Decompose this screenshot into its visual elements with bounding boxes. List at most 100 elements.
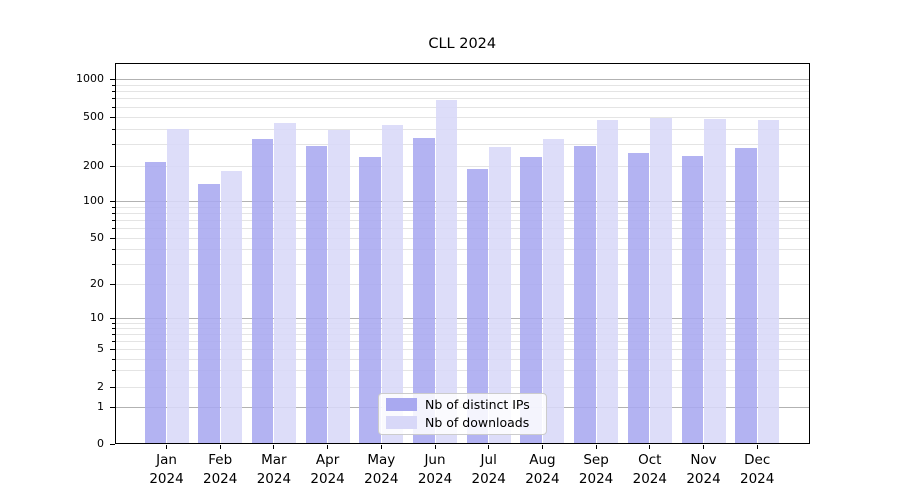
- y-minor-tick-80: [112, 212, 115, 214]
- y-minor-tick-9: [112, 323, 115, 324]
- y-tick-1: [110, 406, 115, 408]
- x-tick-label-sep: Sep 2024: [564, 451, 628, 489]
- x-tick-may: [380, 444, 382, 449]
- bar-sep-2024-nb-of-downloads: [596, 119, 619, 444]
- y-tick-5: [110, 349, 115, 351]
- y-tick-500: [110, 116, 115, 118]
- bar-aug-2024-nb-of-distinct-ips: [520, 156, 542, 444]
- x-tick-jul: [488, 444, 490, 449]
- x-tick-oct: [649, 444, 651, 449]
- legend-item-distinct-ips: Nb of distinct IPs: [386, 397, 538, 412]
- y-tick-label-100: 100: [83, 194, 104, 207]
- y-minor-tick-70: [112, 219, 115, 221]
- bar-mar-2024-nb-of-distinct-ips: [251, 139, 274, 444]
- y-minor-tick-6: [112, 341, 115, 343]
- legend-item-downloads: Nb of downloads: [386, 415, 538, 430]
- y-minor-tick-30: [112, 263, 115, 265]
- x-tick-label-month: Aug: [529, 452, 556, 468]
- bar-nov-2024-nb-of-downloads: [704, 118, 726, 444]
- x-tick-label-mar: Mar 2024: [242, 451, 306, 489]
- bar-jun-2024-nb-of-downloads: [435, 99, 457, 444]
- chart-title: CLL 2024: [428, 36, 497, 52]
- y-minor-tick-8: [112, 328, 115, 330]
- bar-jul-2024-nb-of-distinct-ips: [466, 169, 489, 444]
- x-tick-label-aug: Aug 2024: [510, 451, 574, 489]
- x-tick-dec: [756, 444, 758, 449]
- bar-aug-2024-nb-of-downloads: [542, 138, 565, 444]
- x-tick-label-feb: Feb 2024: [188, 451, 252, 489]
- y-minor-tick-600: [112, 106, 115, 108]
- bar-nov-2024-nb-of-distinct-ips: [681, 155, 703, 444]
- x-tick-label-year: 2024: [364, 471, 399, 487]
- x-tick-label-year: 2024: [471, 471, 506, 487]
- x-tick-label-nov: Nov 2024: [672, 451, 736, 489]
- bar-feb-2024-nb-of-downloads: [220, 171, 243, 444]
- legend-swatch-distinct-ips: [386, 398, 417, 411]
- y-minor-tick-900: [112, 84, 115, 86]
- y-minor-tick-40: [112, 248, 115, 250]
- y-minor-tick-4: [112, 358, 115, 360]
- y-tick-10: [110, 318, 115, 320]
- x-tick-label-month: Feb: [208, 452, 233, 468]
- y-tick-label-200: 200: [83, 158, 104, 172]
- y-minor-tick-300: [112, 144, 115, 146]
- x-tick-label-year: 2024: [525, 471, 560, 487]
- y-tick-100: [110, 201, 115, 202]
- x-tick-label-oct: Oct 2024: [618, 451, 682, 489]
- x-tick-label-month: Nov: [690, 452, 717, 468]
- x-tick-label-month: Apr: [315, 452, 340, 468]
- bar-may-2024-nb-of-distinct-ips: [359, 156, 381, 444]
- x-tick-aug: [541, 444, 543, 449]
- x-tick-label-month: Jan: [156, 452, 177, 468]
- legend: Nb of distinct IPs Nb of downloads: [378, 392, 547, 435]
- gridline-minor-600: [114, 106, 810, 108]
- y-tick-label-0: 0: [97, 437, 104, 450]
- y-tick-0: [110, 444, 115, 445]
- x-tick-label-month: Jun: [424, 452, 446, 468]
- x-tick-label-year: 2024: [310, 471, 345, 487]
- y-tick-label-5: 5: [97, 342, 104, 356]
- bar-apr-2024-nb-of-downloads: [328, 129, 350, 444]
- x-tick-label-year: 2024: [149, 471, 184, 487]
- x-tick-label-may: May 2024: [349, 451, 413, 489]
- x-tick-label-month: Jul: [480, 452, 497, 468]
- x-tick-label-month: Oct: [638, 452, 662, 468]
- y-tick-label-2: 2: [97, 380, 104, 394]
- y-tick-label-10: 10: [90, 311, 104, 325]
- legend-swatch-downloads: [386, 416, 417, 429]
- x-tick-nov: [703, 444, 704, 449]
- bar-jan-2024-nb-of-downloads: [167, 128, 189, 444]
- y-tick-label-20: 20: [90, 277, 104, 290]
- y-minor-tick-60: [112, 228, 115, 230]
- x-tick-label-month: Sep: [583, 452, 609, 468]
- bar-jun-2024-nb-of-distinct-ips: [413, 138, 435, 444]
- x-tick-apr: [327, 444, 329, 449]
- y-minor-tick-7: [112, 334, 115, 336]
- bar-oct-2024-nb-of-downloads: [650, 117, 672, 444]
- bar-dec-2024-nb-of-distinct-ips: [735, 148, 757, 444]
- y-minor-tick-700: [112, 98, 115, 100]
- x-tick-label-year: 2024: [417, 471, 453, 487]
- y-minor-tick-400: [112, 128, 115, 130]
- x-tick-label-year: 2024: [578, 471, 614, 487]
- x-tick-label-year: 2024: [256, 471, 292, 487]
- bar-apr-2024-nb-of-distinct-ips: [305, 146, 328, 444]
- x-tick-label-jul: Jul 2024: [457, 451, 521, 489]
- x-tick-label-dec: Dec 2024: [725, 451, 789, 489]
- x-tick-label-year: 2024: [203, 471, 238, 487]
- y-tick-label-1: 1: [97, 399, 104, 413]
- y-tick-label-50: 50: [90, 230, 104, 244]
- bar-dec-2024-nb-of-downloads: [757, 120, 780, 444]
- y-tick-1000: [110, 79, 115, 80]
- bar-jul-2024-nb-of-downloads: [489, 146, 511, 444]
- y-minor-tick-90: [112, 206, 115, 208]
- x-tick-label-month: Mar: [261, 452, 287, 468]
- x-tick-label-month: May: [367, 452, 396, 468]
- x-tick-label-jan: Jan 2024: [135, 451, 199, 489]
- x-tick-label-apr: Apr 2024: [296, 451, 360, 489]
- x-tick-label-jun: Jun 2024: [403, 451, 467, 489]
- y-tick-label-500: 500: [83, 109, 104, 123]
- bar-feb-2024-nb-of-distinct-ips: [198, 184, 220, 444]
- y-tick-2: [110, 387, 115, 389]
